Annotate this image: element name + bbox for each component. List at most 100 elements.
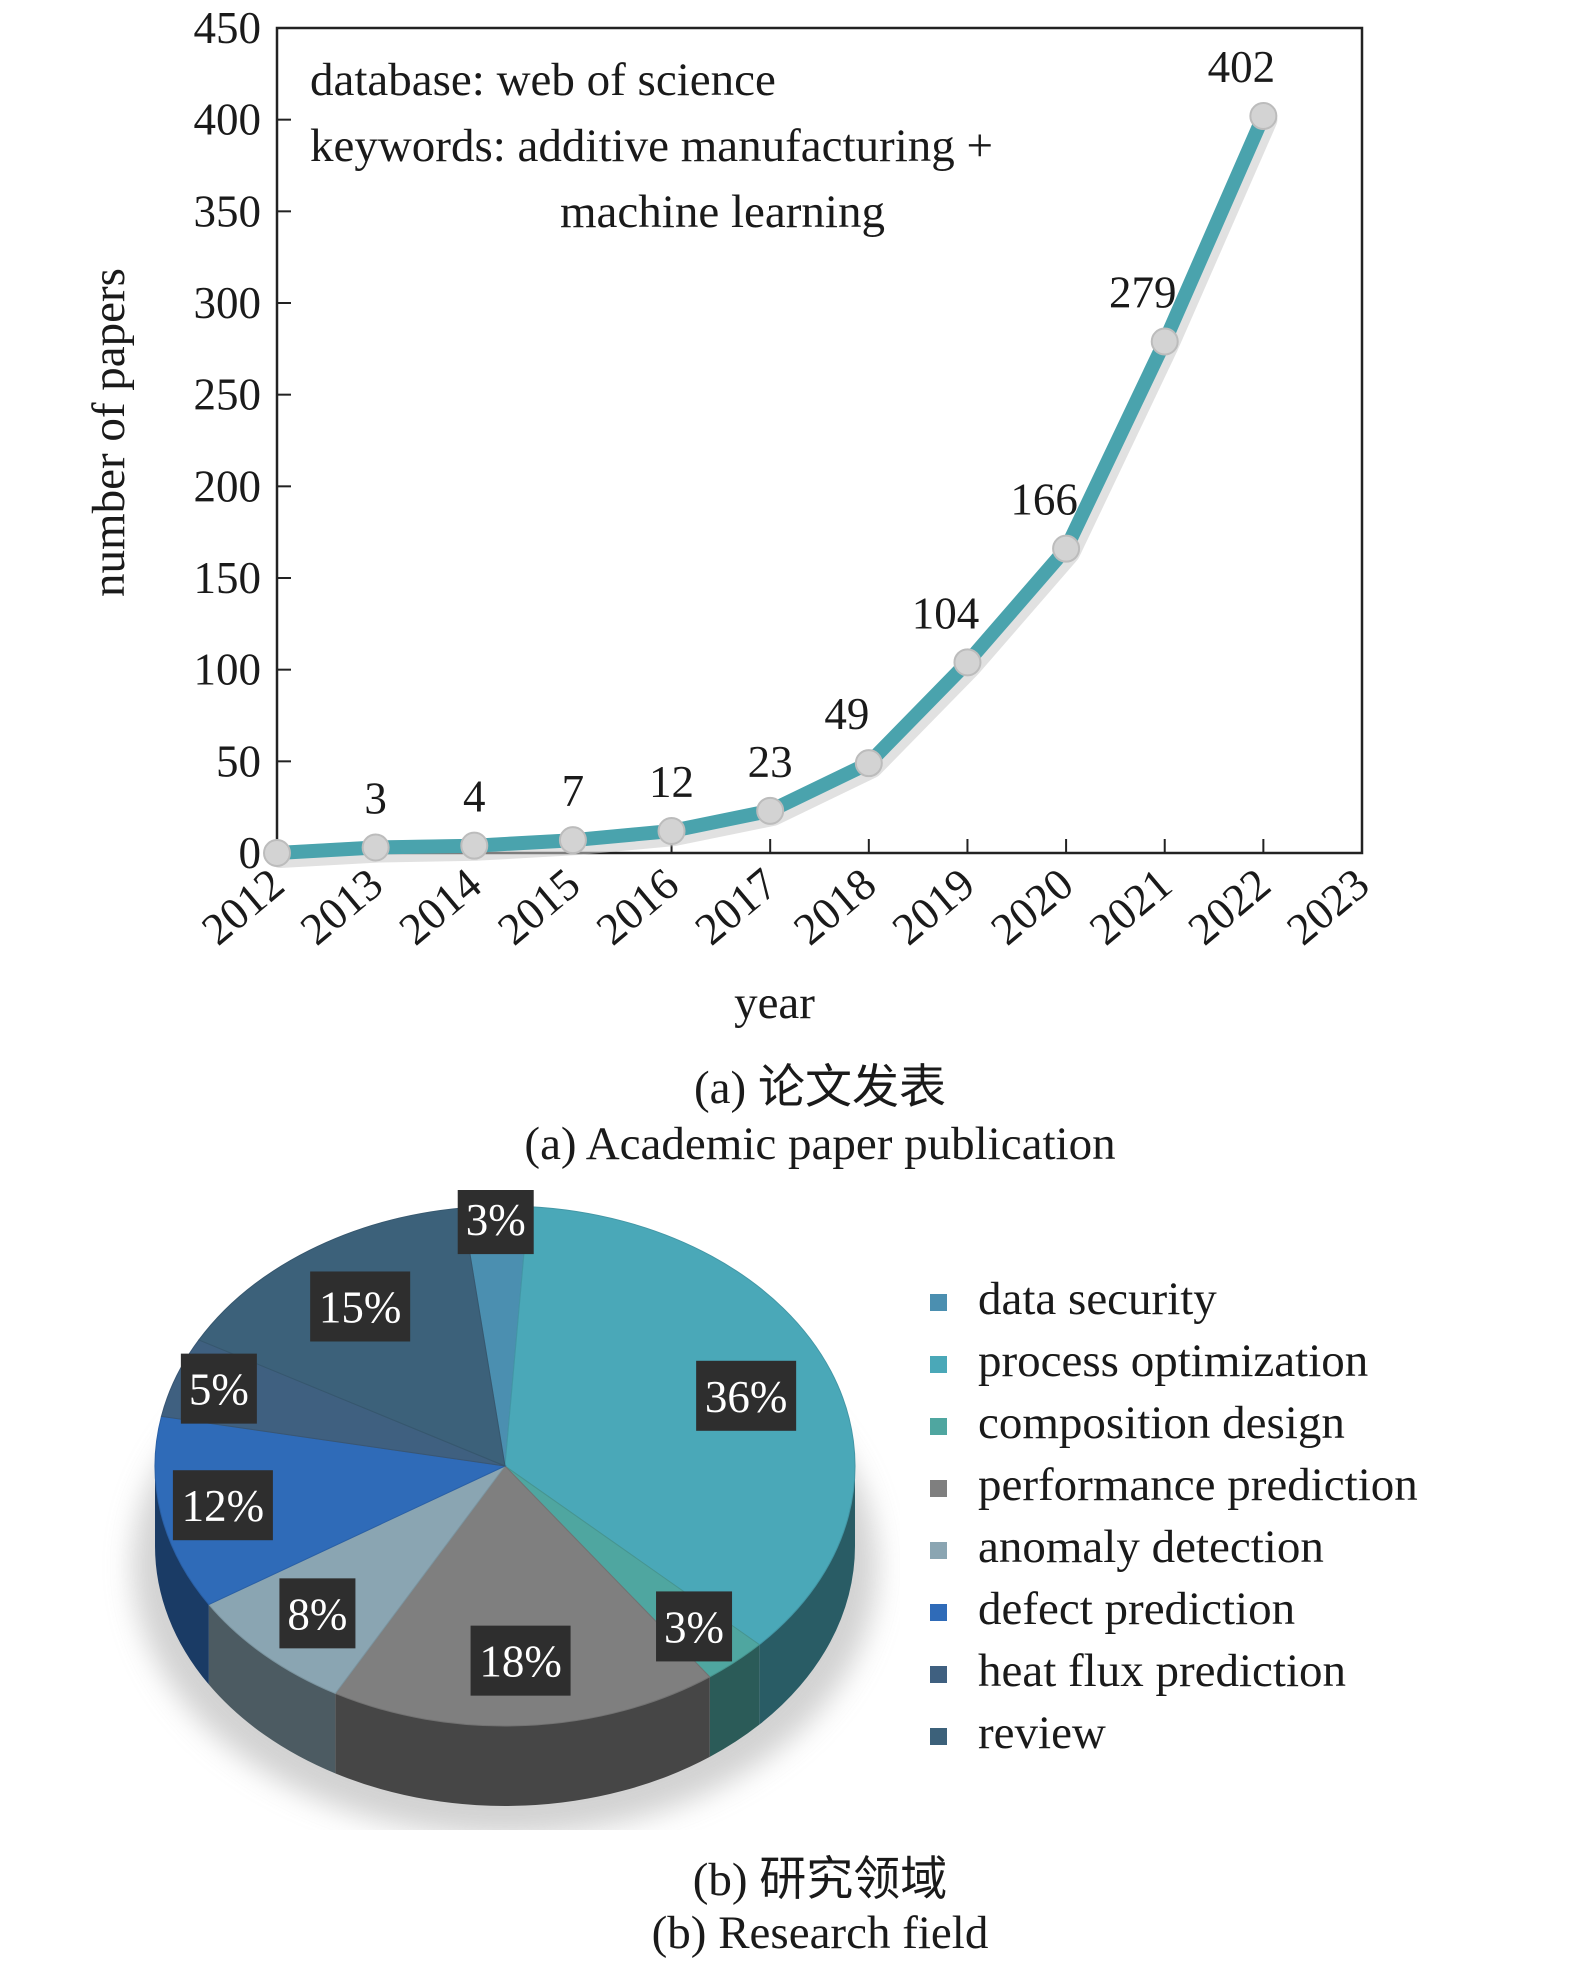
legend-item: anomaly detection xyxy=(930,1516,1418,1578)
y-tick-label: 450 xyxy=(194,3,262,53)
pie-label-box xyxy=(172,1470,273,1541)
data-label: 4 xyxy=(463,772,486,822)
y-tick-label: 200 xyxy=(194,461,262,511)
legend-item: performance prediction xyxy=(930,1454,1418,1516)
pie-label-box xyxy=(656,1591,733,1662)
legend-label: data security xyxy=(978,1273,1217,1325)
data-point xyxy=(460,831,489,860)
pie-value-label: 8% xyxy=(287,1589,347,1639)
research-field-pie-chart: 3% 36% 3% 18% 8% 12% 5% 15% xyxy=(133,1190,877,1830)
x-tick-label: 2022 xyxy=(1179,858,1280,954)
pie-slice-side xyxy=(709,1644,760,1757)
data-label: 7 xyxy=(562,766,585,816)
data-point xyxy=(263,839,291,867)
legend-label: composition design xyxy=(978,1397,1345,1449)
paper-count-line-chart: 0501001502002503003504004502012201320142… xyxy=(83,3,1378,1029)
legend-item: data security xyxy=(930,1268,1418,1330)
pie-sides xyxy=(155,1466,855,1806)
pie-slice-side xyxy=(155,1466,209,1685)
legend-swatch xyxy=(930,1355,947,1373)
pie-slice-side xyxy=(335,1676,710,1806)
pie-layer: 3% 36% 3% 18% 8% 12% 5% 15% xyxy=(133,1190,877,1830)
legend-swatch xyxy=(930,1727,947,1745)
data-point xyxy=(657,817,686,845)
y-tick-label: 300 xyxy=(194,278,262,328)
data-label: 104 xyxy=(912,588,980,638)
y-tick-label: 100 xyxy=(194,645,262,695)
pie-value-label: 15% xyxy=(319,1282,402,1332)
data-label: 49 xyxy=(824,689,869,739)
x-tick-label: 2021 xyxy=(1080,858,1181,954)
legend-item: composition design xyxy=(930,1392,1418,1454)
legend-label: performance prediction xyxy=(978,1459,1418,1511)
pie-slice-side xyxy=(208,1604,336,1774)
annotation-line: database: web of science xyxy=(310,54,776,106)
data-label: 23 xyxy=(748,737,793,787)
annotation-line: keywords: additive manufacturing + xyxy=(310,120,993,172)
plot-frame xyxy=(275,26,1364,855)
legend-swatch xyxy=(930,1293,947,1311)
axes-layer: 0501001502002503003504004502012201320142… xyxy=(83,3,1378,1029)
y-tick-label: 250 xyxy=(194,370,262,420)
pie-legend: data security process optimization composi… xyxy=(930,1268,1418,1764)
y-tick-label: 50 xyxy=(216,736,261,786)
annotation-line: machine learning xyxy=(560,186,885,238)
x-tick-label: 2014 xyxy=(390,858,491,954)
pie-slice-side xyxy=(759,1466,855,1725)
data-point xyxy=(1249,102,1278,130)
legend-label: heat flux prediction xyxy=(978,1645,1347,1697)
legend-swatch xyxy=(930,1479,947,1497)
pie-value-label: 18% xyxy=(479,1637,562,1687)
pie-value-labels: 3% 36% 3% 18% 8% 12% 5% 15% xyxy=(172,1190,797,1696)
caption-a-en: (a) Academic paper publication xyxy=(524,1118,1116,1170)
data-label: 166 xyxy=(1010,475,1078,525)
series-layer xyxy=(263,102,1278,868)
data-point xyxy=(361,833,390,862)
data-point xyxy=(953,648,982,677)
data-label: 12 xyxy=(649,757,694,807)
y-tick-label: 400 xyxy=(194,95,262,145)
x-tick-label: 2019 xyxy=(883,858,984,954)
y-axis-label: number of papers xyxy=(83,268,135,597)
caption-a-cn: (a) 论文发表 xyxy=(694,1062,946,1114)
data-label: 3 xyxy=(364,774,387,824)
labels-layer: database: web of science keywords: additi… xyxy=(310,42,1275,824)
data-point xyxy=(1150,327,1179,356)
x-tick-label: 2023 xyxy=(1277,858,1378,954)
pie-value-label: 3% xyxy=(664,1602,724,1652)
legend-label: defect prediction xyxy=(978,1583,1296,1635)
pie-label-box xyxy=(470,1625,571,1696)
legend-item: review xyxy=(930,1702,1418,1764)
x-tick-label: 2012 xyxy=(192,858,293,954)
pie-label-box xyxy=(180,1353,257,1424)
legend-label: anomaly detection xyxy=(978,1521,1324,1573)
pie-label-box xyxy=(457,1190,534,1255)
caption-b-cn: (b) 研究领域 xyxy=(692,1854,948,1906)
legend-swatch xyxy=(930,1603,947,1621)
y-tick-label: 350 xyxy=(194,186,262,236)
data-point xyxy=(854,749,883,778)
legend-label: review xyxy=(978,1707,1106,1759)
x-tick-label: 2020 xyxy=(981,858,1082,954)
data-point xyxy=(558,826,587,855)
pie-slice xyxy=(154,1415,507,1606)
data-point xyxy=(756,796,785,825)
pie-label-box xyxy=(279,1578,356,1649)
x-tick-label: 2015 xyxy=(488,858,589,954)
pie-value-label: 3% xyxy=(466,1195,526,1245)
data-label: 279 xyxy=(1109,268,1177,318)
pie-slice xyxy=(334,1465,711,1727)
legend-item: heat flux prediction xyxy=(930,1640,1418,1702)
legend-swatch xyxy=(930,1541,947,1559)
x-tick-label: 2013 xyxy=(291,858,392,954)
y-tick-label: 0 xyxy=(239,828,262,878)
pie-value-label: 12% xyxy=(182,1481,265,1531)
caption-b-en: (b) Research field xyxy=(651,1907,989,1959)
x-tick-label: 2017 xyxy=(686,858,787,954)
pie-value-label: 5% xyxy=(189,1365,249,1415)
legend-swatch xyxy=(930,1417,947,1435)
data-label: 402 xyxy=(1208,42,1276,92)
data-point xyxy=(1052,534,1081,563)
legend-label: process optimization xyxy=(978,1335,1369,1387)
pie-label-box xyxy=(310,1271,411,1342)
